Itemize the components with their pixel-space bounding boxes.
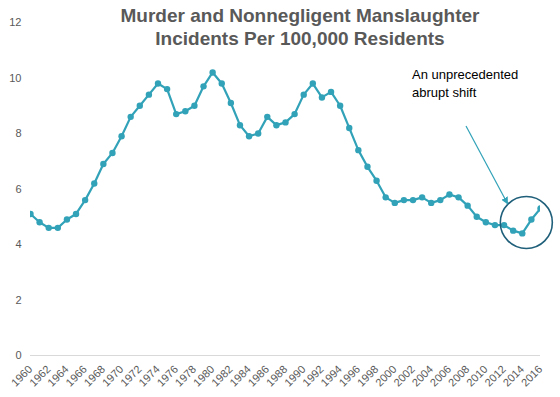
svg-text:1970: 1970 bbox=[99, 362, 126, 389]
svg-text:1960: 1960 bbox=[8, 362, 35, 389]
svg-text:1972: 1972 bbox=[117, 362, 144, 389]
svg-text:0: 0 bbox=[15, 349, 21, 361]
svg-text:2: 2 bbox=[15, 294, 21, 306]
svg-text:1964: 1964 bbox=[45, 362, 71, 389]
svg-text:1974: 1974 bbox=[136, 362, 162, 389]
svg-text:1976: 1976 bbox=[154, 362, 181, 389]
svg-text:2004: 2004 bbox=[409, 362, 436, 389]
svg-text:1986: 1986 bbox=[245, 362, 272, 389]
html-text:An unprecedented abrupt shift: An unprecedented abrupt shift bbox=[412, 67, 519, 100]
svg-text:2006: 2006 bbox=[427, 362, 454, 389]
svg-text:12: 12 bbox=[9, 16, 21, 28]
svg-text:1968: 1968 bbox=[81, 362, 108, 389]
svg-text:1980: 1980 bbox=[190, 362, 217, 389]
svg-text:1984: 1984 bbox=[227, 362, 253, 389]
svg-text:1966: 1966 bbox=[63, 362, 89, 389]
svg-text:2000: 2000 bbox=[372, 362, 399, 389]
svg-text:1978: 1978 bbox=[172, 362, 199, 389]
svg-text:2002: 2002 bbox=[391, 362, 417, 389]
svg-text:10: 10 bbox=[9, 72, 21, 84]
svg-text:1982: 1982 bbox=[209, 362, 235, 389]
svg-text:2016: 2016 bbox=[519, 363, 545, 389]
svg-text:8: 8 bbox=[15, 127, 21, 139]
svg-text:1992: 1992 bbox=[300, 362, 326, 389]
svg-text:6: 6 bbox=[15, 183, 21, 195]
svg-text:2012: 2012 bbox=[482, 362, 508, 389]
svg-text:2008: 2008 bbox=[445, 362, 472, 389]
svg-text:1996: 1996 bbox=[336, 362, 363, 389]
svg-text:2010: 2010 bbox=[464, 362, 490, 389]
svg-text:1962: 1962 bbox=[26, 362, 53, 389]
html-text:Murder and Nonnegligent Mansla: Murder and Nonnegligent Manslaughter Inc… bbox=[120, 5, 480, 49]
svg-text:1990: 1990 bbox=[281, 362, 308, 389]
svg-text:1988: 1988 bbox=[263, 362, 290, 389]
svg-text:1998: 1998 bbox=[354, 362, 381, 389]
svg-text:1994: 1994 bbox=[318, 362, 344, 389]
svg-text:2014: 2014 bbox=[500, 362, 527, 389]
svg-text:4: 4 bbox=[15, 238, 21, 250]
